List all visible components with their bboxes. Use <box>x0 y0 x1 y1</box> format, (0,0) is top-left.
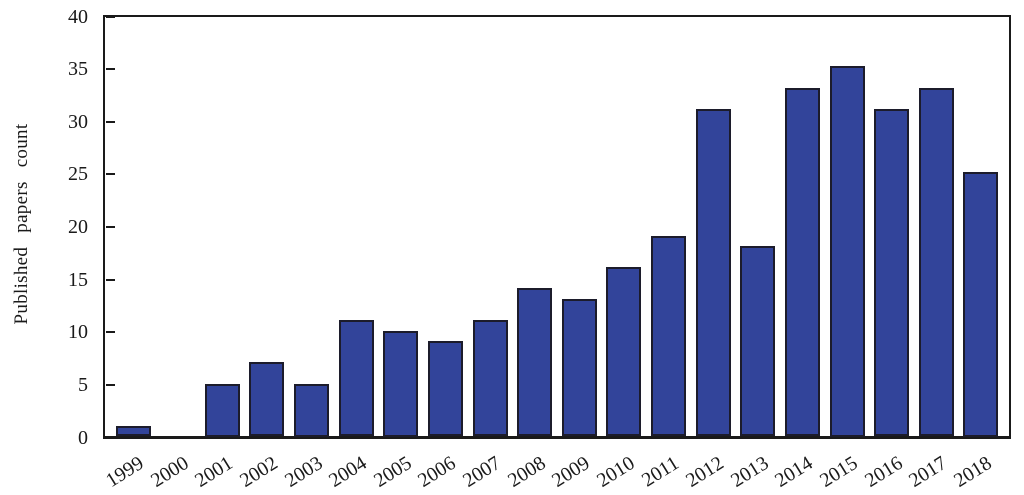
x-tick-label: 2017 <box>905 452 952 492</box>
y-tick <box>105 226 115 228</box>
y-tick-label: 35 <box>68 58 88 81</box>
y-tick <box>105 436 115 439</box>
y-tick-label: 5 <box>78 373 88 396</box>
bar-2002 <box>249 362 285 437</box>
y-tick-label: 25 <box>68 163 88 186</box>
y-tick <box>105 331 115 334</box>
x-tick-label: 2012 <box>682 452 728 492</box>
y-tick <box>105 278 115 281</box>
bar-2017 <box>918 87 954 437</box>
bar-2016 <box>874 108 910 437</box>
bar-1999 <box>115 425 151 437</box>
x-tick-label: 2013 <box>726 452 773 492</box>
bar-2003 <box>294 383 330 437</box>
x-tick-label: 2014 <box>771 452 818 492</box>
y-tick-label: 10 <box>68 321 88 344</box>
x-tick-label: 2008 <box>503 452 550 492</box>
y-tick <box>105 68 115 71</box>
bar-2001 <box>204 383 240 437</box>
x-tick-label: 2000 <box>146 452 193 492</box>
y-tick <box>105 383 115 386</box>
y-tick <box>105 173 115 176</box>
bar-2008 <box>517 288 553 437</box>
x-tick-label: 2007 <box>459 452 505 492</box>
bar-2010 <box>606 267 642 437</box>
bar-2009 <box>561 299 597 437</box>
x-tick-label: 2018 <box>950 452 996 492</box>
x-tick-label: 2009 <box>548 452 594 492</box>
bar-2011 <box>651 235 687 437</box>
y-tick-label: 20 <box>68 216 88 238</box>
x-tick-label: 2003 <box>280 452 327 492</box>
x-tick-label: 2006 <box>414 452 461 492</box>
y-tick-label: 30 <box>68 110 88 133</box>
bar-2007 <box>472 320 508 437</box>
x-tick-label: 2015 <box>816 452 862 492</box>
y-tick-label: 15 <box>68 268 88 291</box>
x-tick-label: 2011 <box>638 452 684 492</box>
bar-2013 <box>740 246 776 437</box>
bar-2015 <box>829 66 865 437</box>
x-tick-label: 2002 <box>235 452 282 492</box>
y-tick-label: 40 <box>68 5 88 28</box>
x-tick-label: 2004 <box>325 452 371 492</box>
bar-2005 <box>383 330 419 437</box>
x-tick-label: 2005 <box>369 452 416 492</box>
bar-2004 <box>338 320 374 437</box>
plot-frame <box>103 15 1011 439</box>
bar-2006 <box>427 341 463 437</box>
bar-2012 <box>695 108 731 437</box>
y-tick-label: 0 <box>78 426 88 449</box>
y-tick <box>105 15 115 18</box>
x-tick-label: 2016 <box>860 452 907 492</box>
bar-2018 <box>963 172 999 437</box>
bar-2014 <box>784 87 820 437</box>
x-tick-label: 2010 <box>593 452 639 492</box>
x-tick-label: 2001 <box>191 452 237 492</box>
x-tick-label: 1999 <box>102 452 148 492</box>
y-tick <box>105 120 115 123</box>
